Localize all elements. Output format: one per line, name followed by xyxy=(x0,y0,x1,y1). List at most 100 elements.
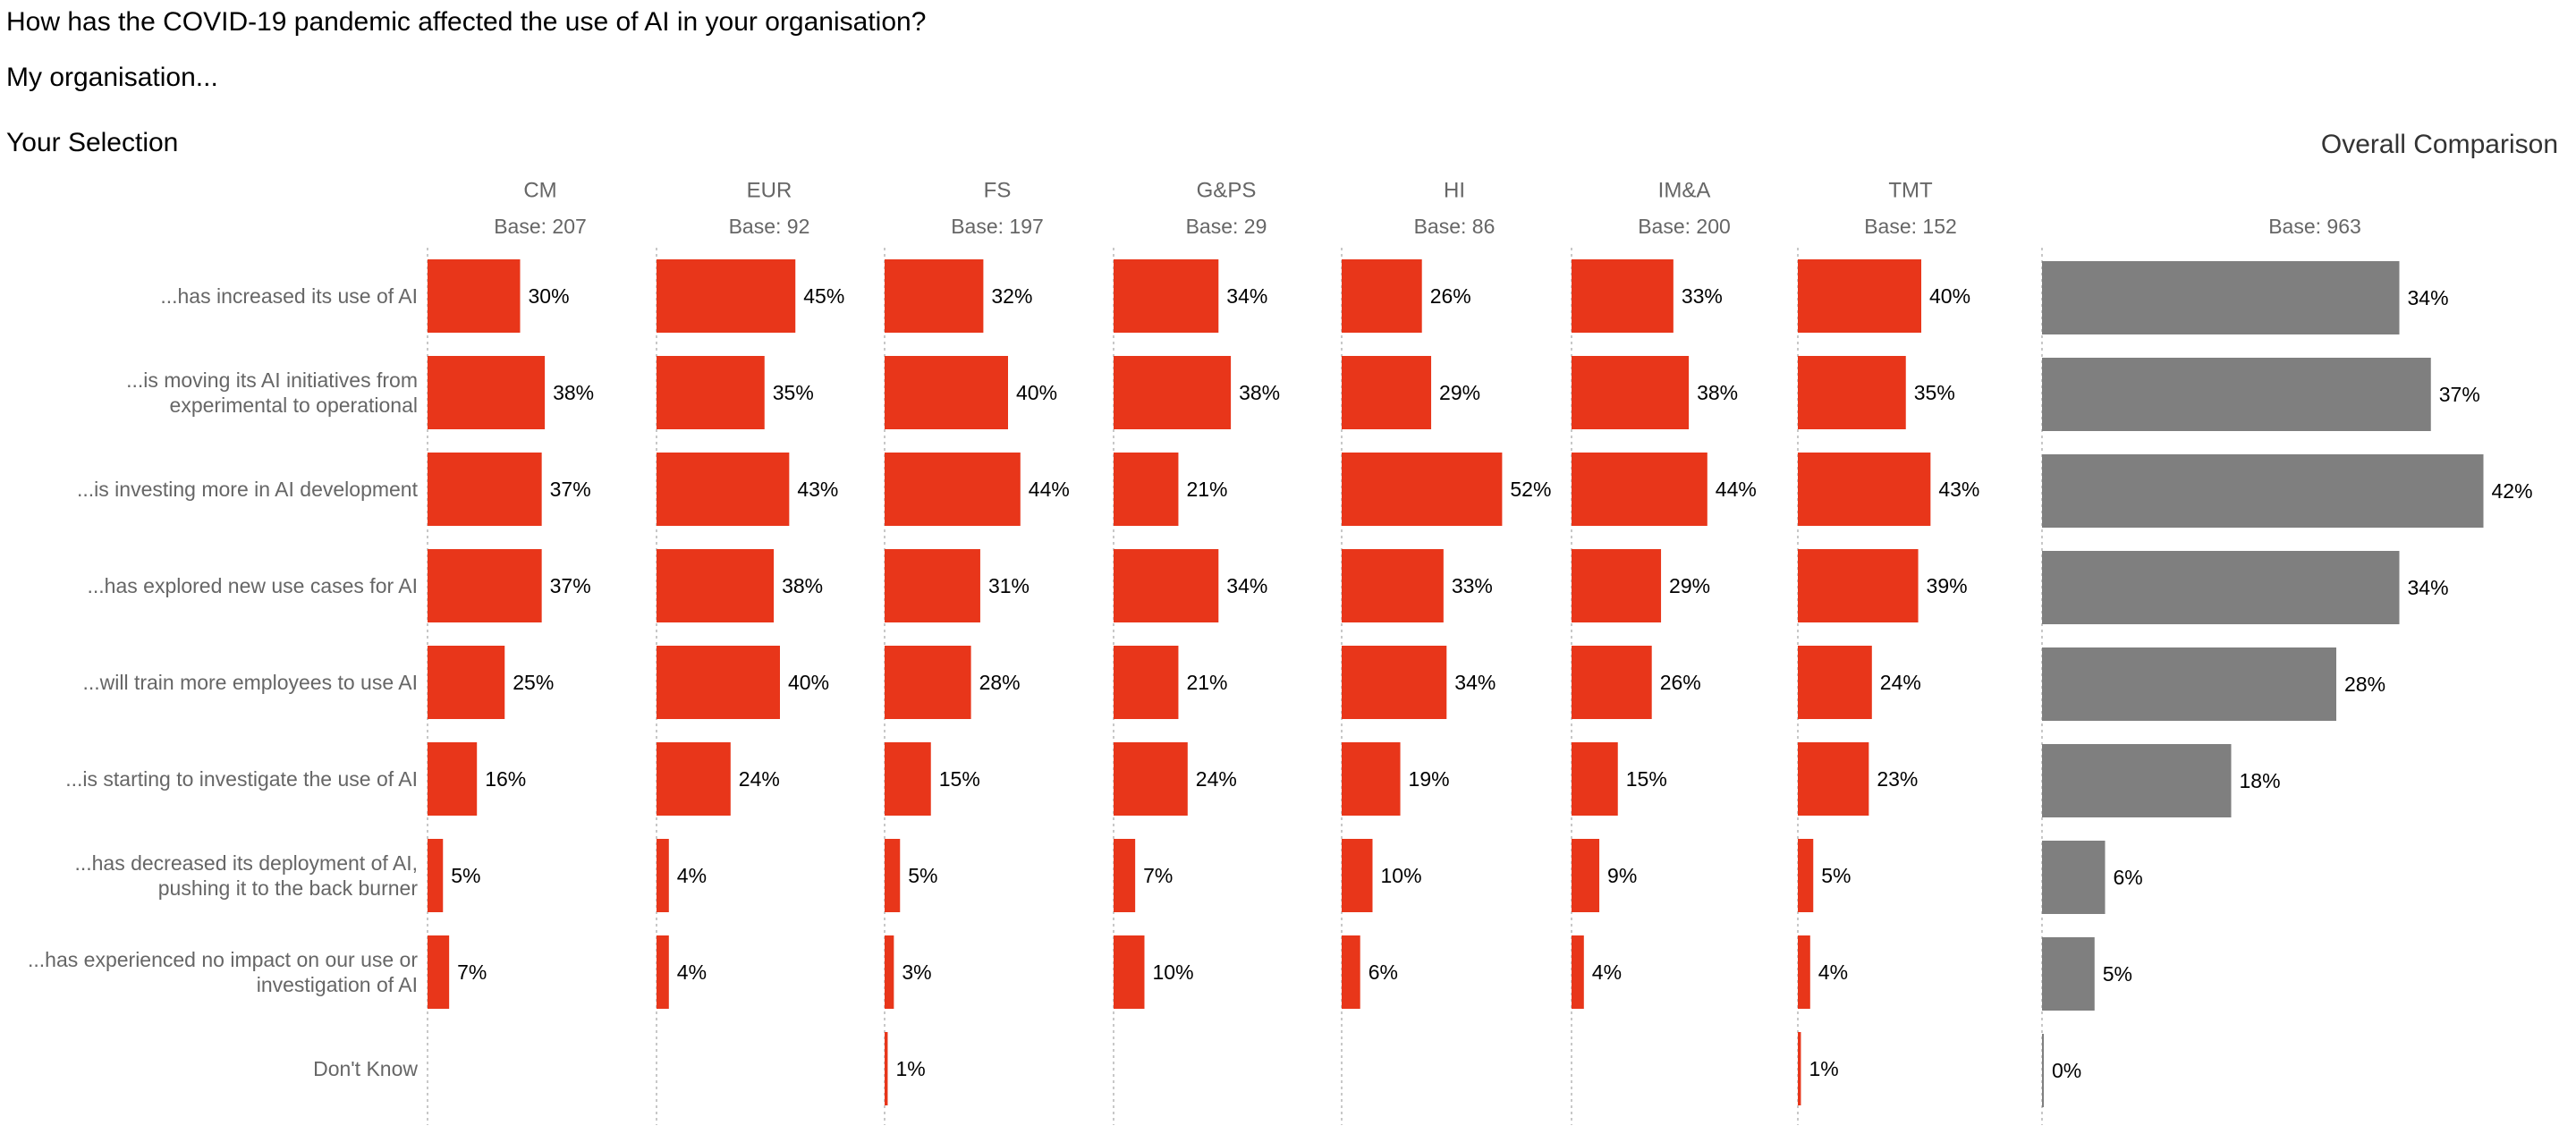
row-label: investigation of AI xyxy=(257,973,418,996)
value-label: 37% xyxy=(2439,383,2480,406)
row-label: ...is starting to investigate the use of… xyxy=(65,767,418,791)
your-selection-heading: Your Selection xyxy=(6,128,179,157)
bar xyxy=(1572,259,1674,333)
value-label: 52% xyxy=(1510,478,1551,501)
value-label: 40% xyxy=(1929,284,1970,308)
value-label: 37% xyxy=(550,574,591,597)
bar xyxy=(657,646,780,719)
bar xyxy=(885,549,980,622)
value-label: 18% xyxy=(2240,769,2281,792)
bar xyxy=(1572,935,1584,1009)
value-label: 3% xyxy=(902,961,931,984)
value-label: 26% xyxy=(1660,671,1701,694)
bar xyxy=(2042,841,2106,914)
value-label: 35% xyxy=(1914,381,1955,404)
bar xyxy=(1114,356,1232,429)
base-label: Base: 200 xyxy=(1638,215,1731,238)
value-label: 21% xyxy=(1186,671,1227,694)
value-label: 6% xyxy=(1368,961,1398,984)
base-label: Base: 207 xyxy=(494,215,587,238)
bar xyxy=(885,742,931,816)
bar xyxy=(657,839,669,912)
value-label: 7% xyxy=(1143,864,1173,887)
value-label: 31% xyxy=(988,574,1030,597)
value-label: 25% xyxy=(513,671,554,694)
row-label: Don't Know xyxy=(313,1057,418,1080)
bar xyxy=(2042,937,2095,1011)
bar xyxy=(428,549,542,622)
value-label: 33% xyxy=(1452,574,1493,597)
bar xyxy=(428,742,478,816)
row-label: ...is moving its AI initiatives from xyxy=(126,368,418,392)
value-label: 1% xyxy=(895,1057,925,1080)
value-label: 45% xyxy=(803,284,844,308)
value-label: 7% xyxy=(457,961,487,984)
bar xyxy=(1798,1032,1801,1105)
value-label: 34% xyxy=(2408,286,2449,309)
value-label: 43% xyxy=(1938,478,1979,501)
bar xyxy=(1114,453,1179,526)
base-label: Base: 92 xyxy=(729,215,810,238)
bar xyxy=(1342,839,1373,912)
bar xyxy=(885,1032,888,1105)
bar xyxy=(2042,744,2232,817)
segment-label: IM&A xyxy=(1658,179,1711,203)
bar xyxy=(1798,259,1921,333)
bar xyxy=(1342,259,1422,333)
bar xyxy=(2042,261,2400,334)
row-label: ...has explored new use cases for AI xyxy=(88,574,418,597)
value-label: 39% xyxy=(1927,574,1968,597)
value-label: 44% xyxy=(1716,478,1757,501)
overall-comparison-heading: Overall Comparison xyxy=(2320,130,2558,159)
chart-title: How has the COVID-19 pandemic affected t… xyxy=(6,7,927,37)
value-label: 28% xyxy=(979,671,1021,694)
bar xyxy=(428,935,450,1009)
value-label: 33% xyxy=(1682,284,1723,308)
value-label: 23% xyxy=(1877,767,1918,791)
value-label: 24% xyxy=(1196,767,1237,791)
row-label: pushing it to the back burner xyxy=(158,876,419,900)
value-label: 34% xyxy=(1226,574,1267,597)
bar xyxy=(1342,453,1503,526)
value-label: 16% xyxy=(485,767,526,791)
bar xyxy=(1798,646,1872,719)
value-label: 34% xyxy=(2408,576,2449,599)
bar xyxy=(1342,646,1447,719)
bar xyxy=(428,259,521,333)
value-label: 29% xyxy=(1439,381,1480,404)
bar xyxy=(1798,356,1906,429)
base-label: Base: 963 xyxy=(2268,215,2361,238)
bar xyxy=(1342,356,1432,429)
bar xyxy=(1798,935,1810,1009)
bar xyxy=(428,646,505,719)
bar xyxy=(428,839,444,912)
bar xyxy=(885,356,1008,429)
bar xyxy=(885,453,1021,526)
value-label: 38% xyxy=(1239,381,1280,404)
bar xyxy=(1342,935,1360,1009)
value-label: 19% xyxy=(1409,767,1450,791)
value-label: 40% xyxy=(1016,381,1057,404)
value-label: 6% xyxy=(2114,866,2143,889)
bar xyxy=(1342,742,1401,816)
bar xyxy=(1798,453,1931,526)
value-label: 44% xyxy=(1029,478,1070,501)
value-label: 10% xyxy=(1153,961,1194,984)
value-label: 30% xyxy=(529,284,570,308)
bar xyxy=(2042,647,2336,721)
value-label: 5% xyxy=(2103,962,2132,986)
value-label: 43% xyxy=(797,478,838,501)
value-label: 38% xyxy=(782,574,823,597)
bar xyxy=(885,839,901,912)
bar xyxy=(1572,356,1690,429)
value-label: 24% xyxy=(739,767,780,791)
bar xyxy=(428,453,542,526)
bar xyxy=(1572,453,1707,526)
bar xyxy=(1114,839,1136,912)
bar xyxy=(1114,549,1219,622)
bar xyxy=(657,259,796,333)
bar xyxy=(2042,1034,2044,1107)
bar xyxy=(2042,358,2431,431)
value-label: 29% xyxy=(1669,574,1710,597)
